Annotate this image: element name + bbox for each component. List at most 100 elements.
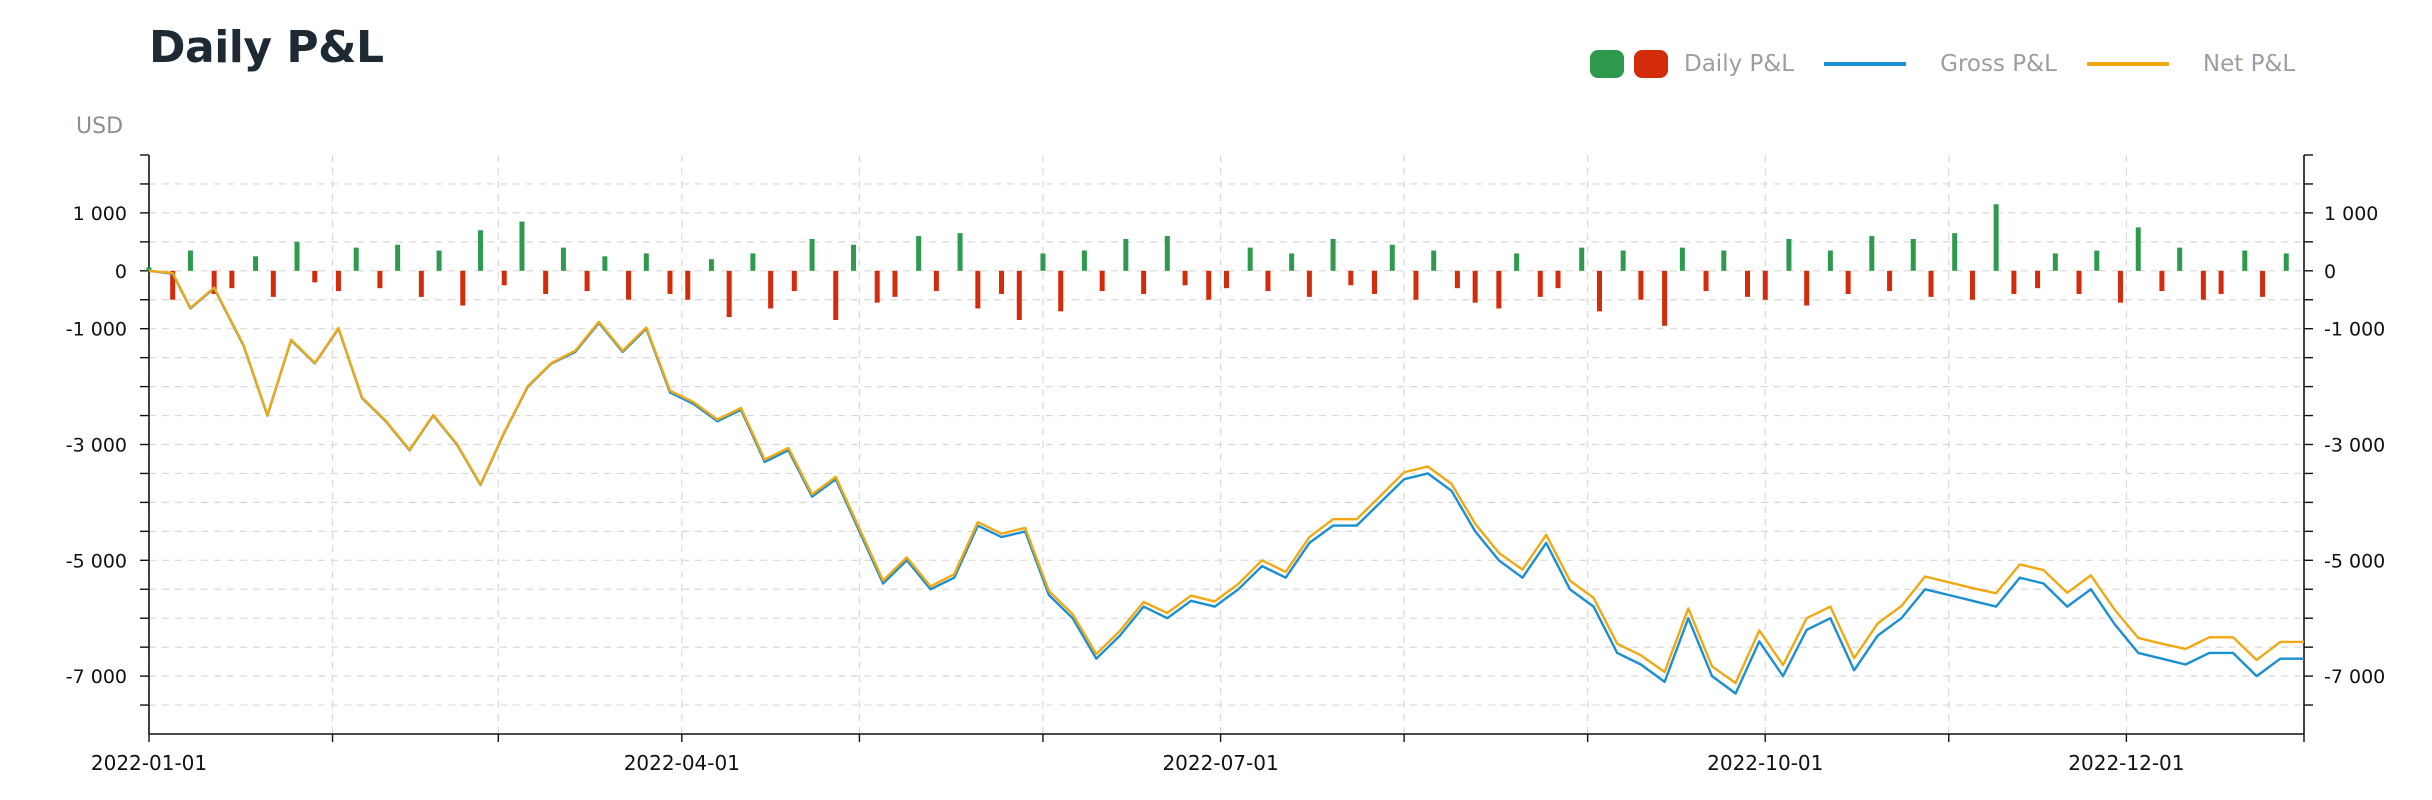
daily-bar-positive (187, 250, 193, 271)
daily-bar-positive (1330, 238, 1336, 271)
daily-bar-negative (2076, 270, 2082, 294)
daily-bar-positive (519, 221, 525, 271)
daily-bar-negative (975, 270, 981, 309)
daily-bar-positive (1389, 244, 1395, 271)
daily-bar-negative (1058, 270, 1064, 312)
daily-bar-negative (1928, 270, 1934, 297)
daily-bar-negative (501, 270, 507, 286)
daily-bar-negative (211, 270, 217, 294)
daily-bar-negative (2117, 270, 2123, 303)
daily-bar-positive (478, 230, 484, 271)
daily-bar-negative (335, 270, 341, 292)
daily-bar-negative (1472, 270, 1478, 303)
daily-bar-positive (2094, 250, 2100, 271)
daily-bar-negative (1141, 270, 1147, 294)
daily-bars (146, 204, 2289, 326)
daily-bar-negative (584, 270, 590, 292)
daily-bar-negative (1887, 270, 1893, 292)
daily-bar-negative (1638, 270, 1644, 300)
x-tick-label: 2022-10-01 (1707, 751, 1823, 775)
daily-bar-positive (1514, 253, 1520, 271)
daily-bar-negative (1413, 270, 1419, 300)
x-tick-label: 2022-01-01 (91, 751, 207, 775)
daily-bar-negative (312, 270, 318, 283)
daily-bar-positive (2135, 227, 2141, 271)
daily-bar-positive (1952, 233, 1958, 271)
daily-bar-positive (560, 247, 566, 271)
daily-bar-negative (2159, 270, 2165, 292)
y-tick-label-right: -5 000 (2324, 550, 2385, 572)
daily-bar-positive (1869, 236, 1875, 271)
daily-bar-positive (809, 238, 815, 271)
x-tick-label: 2022-07-01 (1162, 751, 1278, 775)
daily-bar-negative (1845, 270, 1851, 294)
daily-bar-positive (957, 233, 963, 271)
daily-bar-positive (1289, 253, 1295, 271)
daily-bar-positive (1620, 250, 1626, 271)
daily-bar-negative (892, 270, 898, 297)
daily-bar-positive (2242, 250, 2248, 271)
daily-bar-negative (543, 270, 549, 294)
daily-bar-positive (851, 244, 857, 271)
daily-bar-negative (626, 270, 632, 300)
daily-bar-negative (1454, 270, 1460, 289)
daily-bar-negative (170, 270, 176, 300)
daily-bar-negative (1265, 270, 1271, 292)
daily-bar-positive (1431, 250, 1437, 271)
daily-bar-positive (1579, 247, 1585, 271)
daily-bar-positive (750, 253, 756, 271)
daily-bar-negative (2011, 270, 2017, 294)
daily-bar-positive (1993, 204, 1999, 271)
daily-bar-positive (395, 244, 401, 271)
y-tick-labels: 1 000 1 000 0 0 -1 000 -1 000 -3 000 -3 000 -5 0… (66, 203, 2386, 688)
daily-bar-positive (436, 250, 442, 271)
daily-bar-negative (1804, 270, 1810, 306)
y-tick-label-right: 1 000 (2324, 203, 2378, 225)
daily-bar-negative (1224, 270, 1229, 289)
daily-bar-positive (1786, 238, 1792, 271)
daily-bar-positive (2177, 247, 2183, 271)
daily-bar-positive (1164, 236, 1170, 271)
daily-bar-negative (1182, 270, 1188, 286)
daily-bar-negative (2035, 270, 2041, 289)
daily-bar-negative (1099, 270, 1105, 292)
daily-bar-positive (1721, 250, 1727, 271)
daily-bar-negative (1703, 270, 1709, 292)
daily-bar-negative (2218, 270, 2224, 294)
daily-bar-negative (418, 270, 424, 297)
daily-bar-negative (1537, 270, 1543, 297)
daily-bar-negative (377, 270, 383, 289)
daily-bar-negative (1555, 270, 1561, 289)
daily-bar-positive (1679, 247, 1685, 271)
daily-bar-negative (270, 270, 276, 297)
net-pnl-line (148, 269, 2304, 685)
legend-line-gross (1824, 62, 1907, 66)
daily-bar-positive (708, 259, 714, 271)
chart-title: Daily P&L (149, 22, 384, 73)
daily-bar-negative (933, 270, 939, 292)
daily-bar-negative (1762, 270, 1768, 300)
grid (148, 155, 2304, 734)
daily-bar-positive (2052, 253, 2058, 271)
legend-label-gross: Gross P&L (1940, 51, 2057, 77)
daily-bar-positive (643, 253, 649, 271)
legend-swatch-positive (1590, 50, 1624, 78)
axes (140, 154, 2313, 742)
y-axis-unit-label: USD (76, 114, 123, 139)
y-tick-label-left: -7 000 (66, 666, 127, 688)
y-tick-label-right: -7 000 (2324, 666, 2385, 688)
y-tick-label-right: -3 000 (2324, 435, 2385, 457)
daily-bar-positive (602, 256, 608, 271)
daily-bar-positive (1827, 250, 1833, 271)
y-tick-label-left: 0 (115, 261, 127, 283)
daily-bar-negative (791, 270, 797, 292)
daily-bar-negative (1662, 270, 1668, 326)
daily-bar-positive (353, 247, 359, 271)
daily-bar-negative (1206, 270, 1212, 300)
x-tick-label: 2022-04-01 (624, 751, 740, 775)
daily-bar-positive (2283, 253, 2289, 271)
legend-label-net: Net P&L (2202, 51, 2296, 77)
daily-bar-negative (1348, 270, 1354, 286)
daily-bar-negative (768, 270, 774, 309)
